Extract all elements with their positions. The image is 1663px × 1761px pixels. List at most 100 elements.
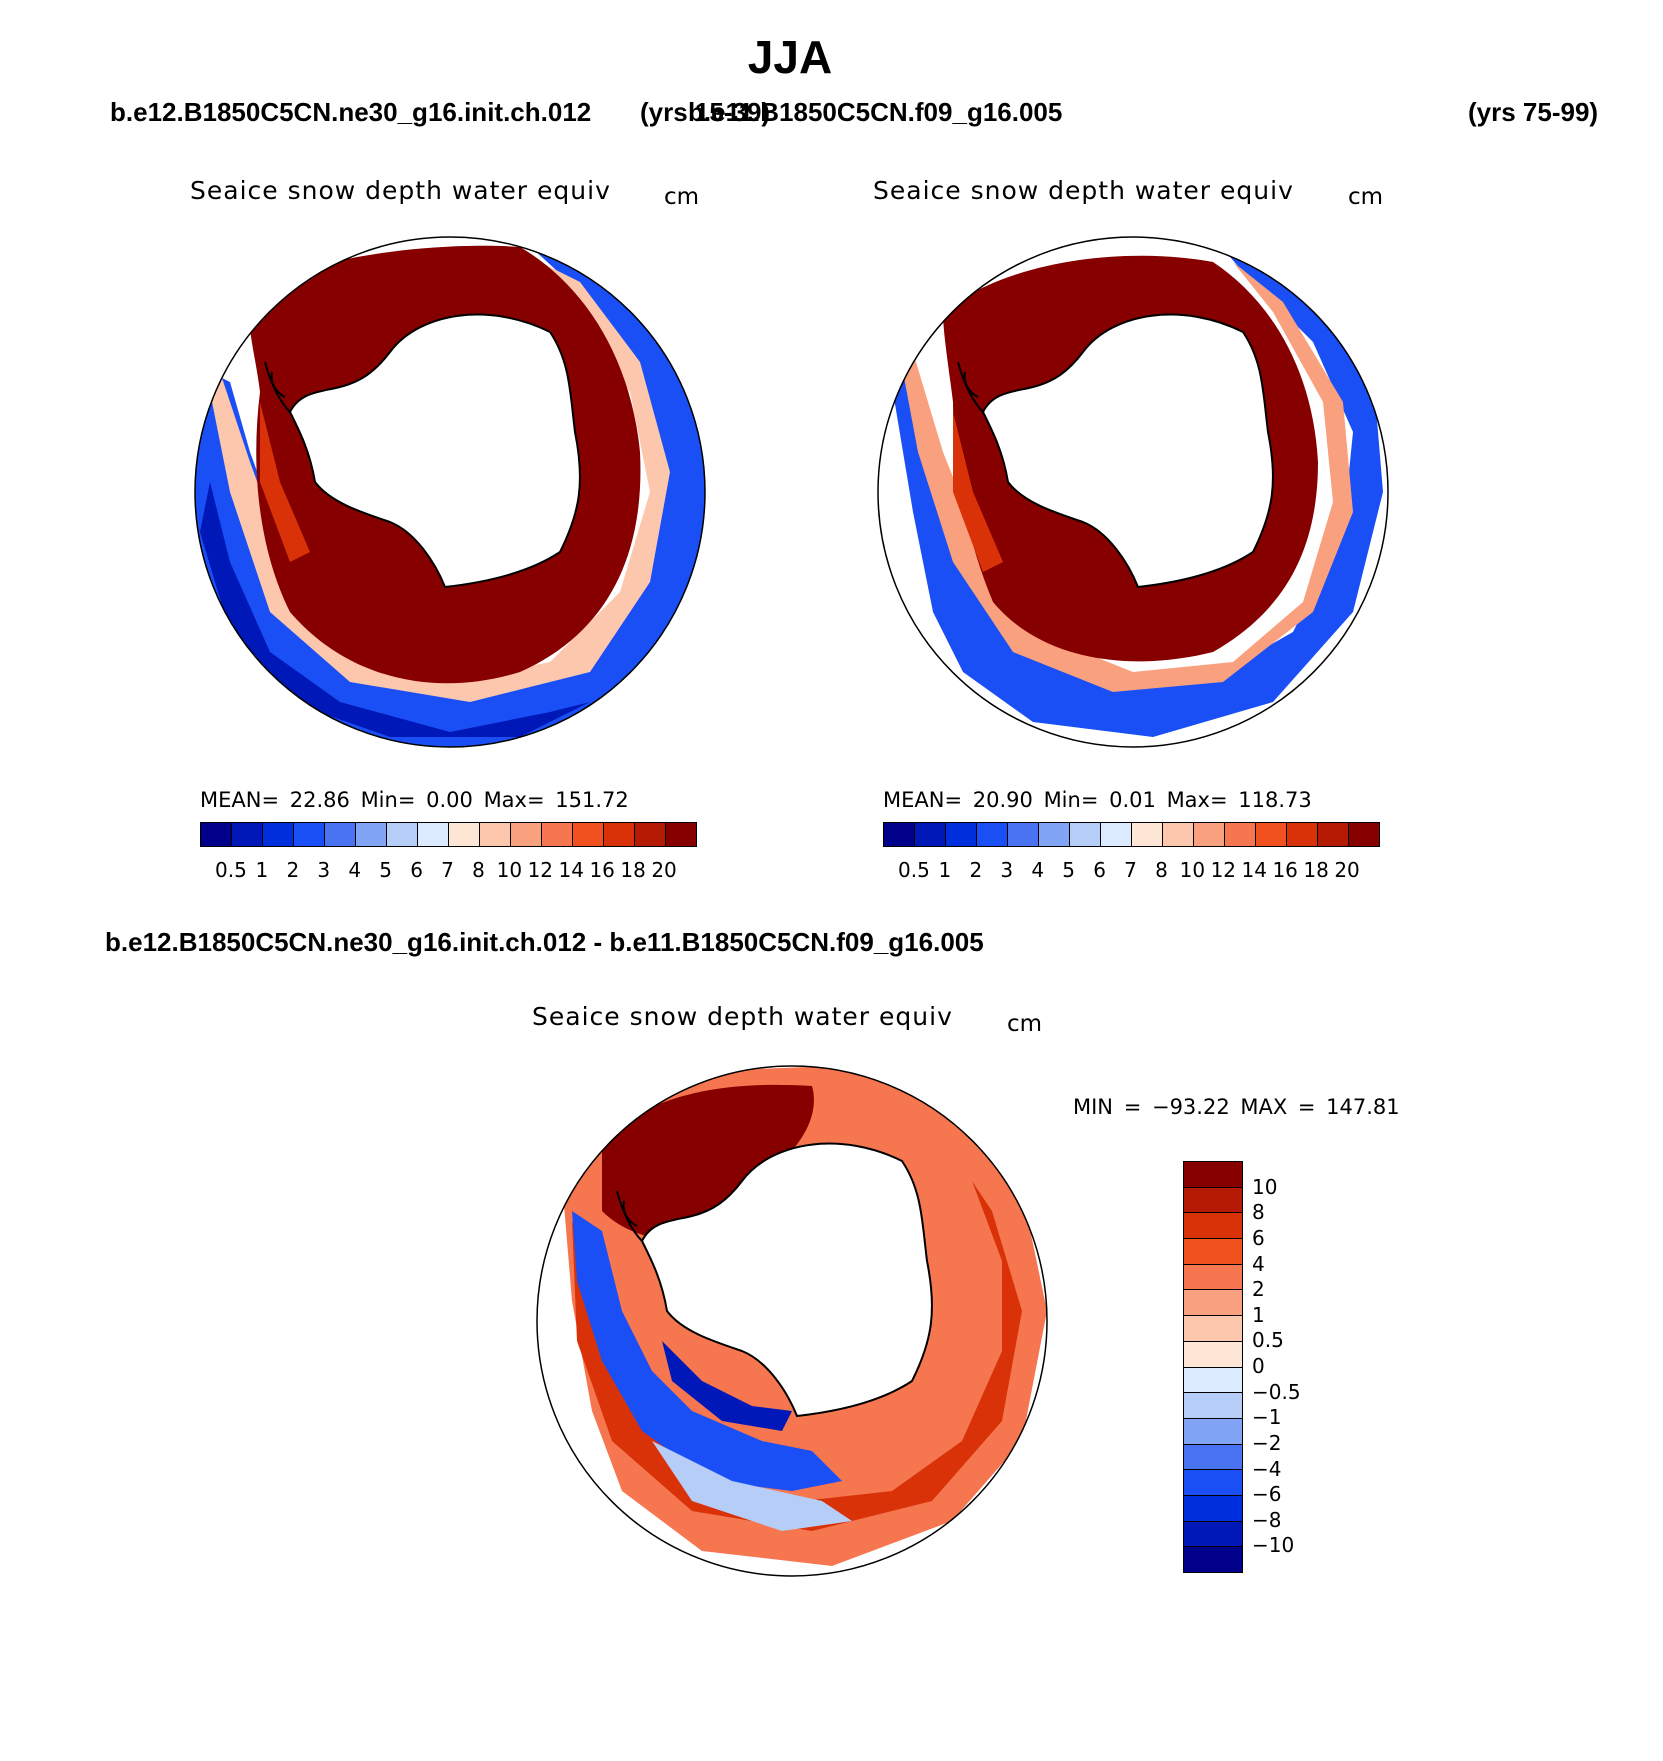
right-colorbar-swatch (1008, 823, 1039, 846)
left-max-value: 151.72 (555, 788, 629, 812)
left-units: cm (664, 184, 700, 210)
right-max-label: Max= (1166, 788, 1228, 812)
left-colorbar-swatch (325, 823, 356, 846)
right-max-value: 118.73 (1238, 788, 1312, 812)
right-colorbar-swatch (1256, 823, 1287, 846)
left-colorbar-swatch (666, 823, 696, 846)
left-colorbar-tick-label: 3 (317, 858, 331, 882)
diff-colorbar-swatch (1184, 1367, 1242, 1394)
right-mean-label: MEAN= (883, 788, 963, 812)
right-colorbar-tick-label: 0.5 (898, 858, 930, 882)
left-edge-deep-blue (200, 482, 590, 737)
diff-blue-streak (572, 1211, 842, 1491)
right-colorbar-swatch (1287, 823, 1318, 846)
diff-colorbar-tick-label: −6 (1252, 1482, 1282, 1507)
years-left-label: (yrs 15-39) (640, 97, 771, 127)
diff-title: b.e12.B1850C5CN.ne30_g16.init.ch.012 - b… (105, 927, 984, 957)
left-colorbar-tick-label: 2 (286, 858, 300, 882)
right-colorbar-swatch (1039, 823, 1070, 846)
right-min-label: Min= (1043, 788, 1099, 812)
diff-colorbar-swatch (1184, 1264, 1242, 1291)
diff-colorbar-tick-label: 10 (1252, 1174, 1278, 1199)
left-mean-value: 22.86 (289, 788, 350, 812)
left-colorbar-tick-label: 16 (589, 858, 615, 882)
diff-colorbar-tick-label: −1 (1252, 1405, 1282, 1430)
left-colorbar-tick-label: 1 (255, 858, 269, 882)
right-colorbar-swatch (884, 823, 915, 846)
right-colorbar-swatch (946, 823, 977, 846)
right-colorbar-tick-label: 18 (1303, 858, 1329, 882)
diff-antarctic-peninsula (616, 1190, 643, 1242)
left-colorbar-tick-label: 5 (379, 858, 392, 882)
left-ice-inner-orange (260, 402, 310, 562)
right-ice-inner-orange (953, 412, 1003, 572)
left-max-label: Max= (483, 788, 545, 812)
left-colorbar-tick-label: 12 (527, 858, 554, 882)
diff-colorbar-swatch (1184, 1187, 1242, 1214)
diff-colorbar-swatch (1184, 1316, 1242, 1342)
diff-colorbar-swatch (1184, 1470, 1242, 1496)
right-colorbar-tick-label: 5 (1062, 858, 1075, 882)
diff-colorbar-tick-label: 0.5 (1252, 1328, 1284, 1353)
diff-colorbar-tick-label: 6 (1252, 1225, 1265, 1250)
right-colorbar-tick-label: 4 (1031, 858, 1045, 882)
left-antarctica (288, 313, 581, 589)
left-colorbar-tick-label: 0.5 (215, 858, 247, 882)
left-colorbar-tick-label: 7 (441, 858, 454, 882)
left-colorbar-swatch (542, 823, 573, 846)
right-colorbar-swatch (1349, 823, 1379, 846)
diff-map-boundary (536, 1065, 1048, 1577)
right-map-boundary (877, 236, 1389, 748)
left-colorbar-tick-label: 20 (651, 858, 677, 882)
diff-colorbar-tick-label: −8 (1252, 1507, 1282, 1532)
right-antarctic-peninsula (957, 361, 984, 413)
left-colorbar-swatch (480, 823, 511, 846)
diff-subtitle: Seaice snow depth water equiv (532, 1002, 953, 1031)
diff-colorbar-swatch (1184, 1393, 1242, 1419)
left-min-label: Min= (360, 788, 416, 812)
right-colorbar-tick-label: 14 (1241, 858, 1267, 882)
left-colorbar-tick-label: 18 (620, 858, 646, 882)
diff-colorbar-tick-label: −0.5 (1252, 1379, 1301, 1404)
diff-colorbar-tick-label: −10 (1252, 1533, 1295, 1558)
left-colorbar-swatch (356, 823, 387, 846)
diff-colorbar-tick-label: −4 (1252, 1456, 1282, 1481)
case-left-label: b.e12.B1850C5CN.ne30_g16.init.ch.012 (110, 97, 592, 127)
left-colorbar-swatch (635, 823, 666, 846)
left-colorbar-tick-label: 14 (558, 858, 584, 882)
left-colorbar (200, 822, 697, 847)
diff-colorbar-tick-label: 1 (1252, 1302, 1265, 1327)
left-colorbar-swatch (449, 823, 480, 846)
right-colorbar-swatch (1194, 823, 1225, 846)
right-colorbar-swatch (915, 823, 946, 846)
left-colorbar-swatch (201, 823, 232, 846)
left-colorbar-swatch (418, 823, 449, 846)
left-antarctic-peninsula (264, 361, 291, 413)
diff-colorbar-swatch (1184, 1213, 1242, 1240)
left-subtitle: Seaice snow depth water equiv (190, 176, 611, 205)
diff-colorbar-tick-label: −2 (1252, 1430, 1282, 1455)
diff-colorbar-tick-label: 2 (1252, 1277, 1265, 1302)
diff-pale-streak (652, 1441, 852, 1531)
right-colorbar-tick-label: 16 (1272, 858, 1298, 882)
right-colorbar-swatch (1070, 823, 1101, 846)
diff-darkred-sector (602, 1084, 814, 1241)
left-colorbar-swatch (511, 823, 542, 846)
left-min-value: 0.00 (426, 788, 473, 812)
right-subtitle: Seaice snow depth water equiv (873, 176, 1294, 205)
left-colorbar-tick-label: 10 (496, 858, 523, 882)
left-colorbar-tick-label: 6 (410, 858, 423, 882)
left-colorbar-tick-label: 4 (348, 858, 362, 882)
diff-colorbar-swatch (1184, 1239, 1242, 1265)
diff-colorbar (1183, 1161, 1243, 1573)
left-colorbar-tick-label: 8 (472, 858, 485, 882)
left-map-boundary (194, 236, 706, 748)
right-colorbar-tick-label: 20 (1334, 858, 1360, 882)
right-colorbar-swatch (1163, 823, 1194, 846)
right-colorbar-tick-label: 8 (1155, 858, 1168, 882)
left-colorbar-swatch (232, 823, 263, 846)
right-colorbar (883, 822, 1380, 847)
diff-colorbar-swatch (1184, 1547, 1242, 1572)
right-colorbar-swatch (977, 823, 1008, 846)
right-colorbar-tick-label: 3 (1000, 858, 1014, 882)
